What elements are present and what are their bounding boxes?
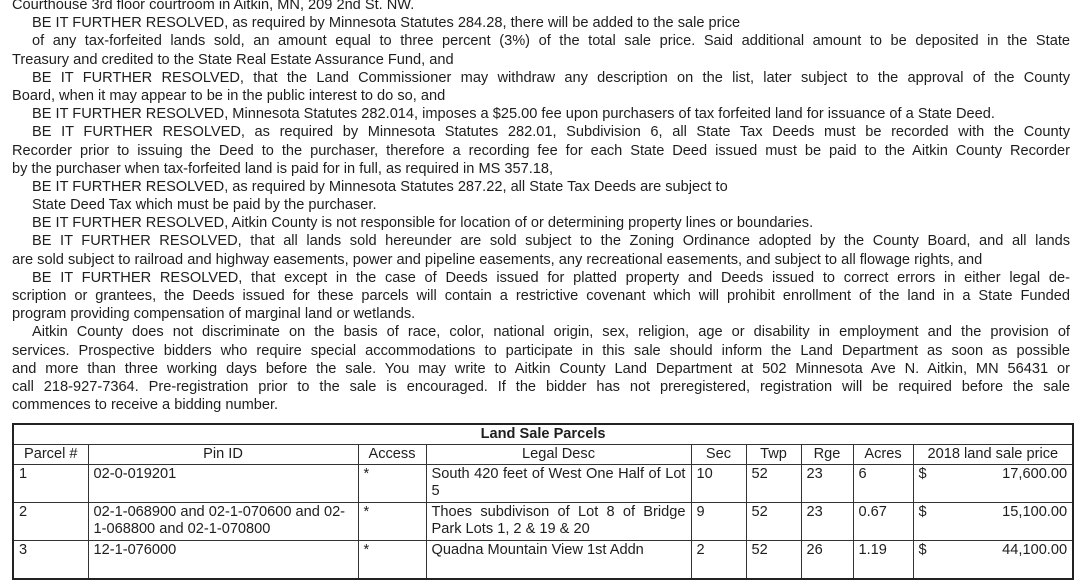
table-row: 3 12-1-076000 * Quadna Mountain View 1st Ad… xyxy=(12,540,1074,579)
table-cell: 52 xyxy=(745,464,802,503)
table-cell: 1 xyxy=(12,464,89,503)
text-line: BE IT FURTHER RESOLVED, that except in t… xyxy=(32,269,1070,286)
table-cell: 02-0-019201 xyxy=(87,464,359,503)
table-cell: * xyxy=(357,502,427,541)
text-line: BE IT FURTHER RESOLVED, as required by M… xyxy=(32,178,728,195)
column-header: 2018 land sale price xyxy=(912,444,1074,465)
paragraph: Courthouse 3rd floor courtroom in Aitkin… xyxy=(12,0,1070,14)
paragraph: BE IT FURTHER RESOLVED, Minnesota Statut… xyxy=(12,105,1070,123)
table-cell: Quadna Mountain View 1st Addn xyxy=(425,540,692,579)
table-cell: * xyxy=(357,464,427,503)
table-row: 2 02-1-068900 and 02-1-070600 and 02-1-06… xyxy=(12,502,1074,541)
table-cell: 0.67 xyxy=(852,502,914,541)
table-cell: 2 xyxy=(12,502,89,541)
text-line: scription or grantees, the Deeds issued … xyxy=(12,288,1070,304)
table-cell: 52 xyxy=(745,540,802,579)
text-line: Aitkin County does not discriminate on t… xyxy=(32,324,1070,341)
text-line: of any tax-forfeited lands sold, an amou… xyxy=(32,33,1070,50)
text-line: are sold subject to railroad and highway… xyxy=(12,251,983,268)
currency: $ xyxy=(918,542,927,558)
paragraph: BE IT FURTHER RESOLVED, as required by M… xyxy=(12,123,1070,178)
price-cell: $44,100.00 xyxy=(912,540,1074,579)
currency: $ xyxy=(918,466,927,482)
price-cell: $15,100.00 xyxy=(912,502,1074,541)
text-line: and more than three working days before … xyxy=(12,360,1070,377)
text-line: Recorder prior to issuing the Deed to th… xyxy=(12,142,1070,159)
text-line: State Deed Tax which must be paid by the… xyxy=(32,197,377,214)
column-header: Access xyxy=(357,444,427,465)
column-header: Twp xyxy=(745,444,802,465)
table-cell: * xyxy=(357,540,427,579)
text-line: BE IT FURTHER RESOLVED, Minnesota Statut… xyxy=(32,106,995,123)
table-cell: 10 xyxy=(690,464,747,503)
paragraph: BE IT FURTHER RESOLVED, that the Land Co… xyxy=(12,69,1070,105)
amount: 15,100.00 xyxy=(1002,504,1068,520)
paragraph: BE IT FURTHER RESOLVED, that all lands s… xyxy=(12,232,1070,268)
table-body: 1 02-0-019201 * South 420 feet of West One … xyxy=(12,464,1074,579)
table-title: Land Sale Parcels xyxy=(12,423,1074,445)
text-line: call 218-927-7364. Pre-registration prio… xyxy=(12,378,1070,395)
table-cell: 6 xyxy=(852,464,914,503)
page: Courthouse 3rd floor courtroom in Aitkin… xyxy=(12,0,1075,580)
table-cell: 12-1-076000 xyxy=(87,540,359,579)
table-cell: 23 xyxy=(800,464,854,503)
column-header: Parcel # xyxy=(12,444,89,465)
table-cell: 9 xyxy=(690,502,747,541)
paragraph: State Deed Tax which must be paid by the… xyxy=(12,196,1070,214)
paragraph: BE IT FURTHER RESOLVED, as required by M… xyxy=(12,14,1070,32)
text-line: BE IT FURTHER RESOLVED, that all lands s… xyxy=(32,233,1070,250)
table-cell: 23 xyxy=(800,502,854,541)
column-header: Pin ID xyxy=(87,444,359,465)
table-cell: 52 xyxy=(745,502,802,541)
text-line: by the purchaser when tax-forfeited land… xyxy=(12,160,554,177)
text-line: program providing compensation of margin… xyxy=(12,306,416,323)
paragraph: Aitkin County does not discriminate on t… xyxy=(12,323,1070,414)
text-line: services. Prospective bidders who requir… xyxy=(12,342,1070,359)
parcel-table: Land Sale Parcels Parcel # Pin ID Access Le… xyxy=(12,423,1075,580)
table-cell: 2 xyxy=(690,540,747,579)
text-line: commences to receive a bidding number. xyxy=(12,397,279,414)
text-line: BE IT FURTHER RESOLVED, that the Land Co… xyxy=(32,69,1070,86)
text-line: Treasury and credited to the State Real … xyxy=(12,51,454,68)
paragraph: BE IT FURTHER RESOLVED, as required by M… xyxy=(12,178,1070,196)
table-row: 1 02-0-019201 * South 420 feet of West One … xyxy=(12,464,1074,503)
currency: $ xyxy=(918,504,927,520)
notice-text: Courthouse 3rd floor courtroom in Aitkin… xyxy=(12,0,1070,414)
price-cell: $17,600.00 xyxy=(912,464,1074,503)
column-header: Rge xyxy=(800,444,854,465)
table-cell: South 420 feet of West One Half of Lot 5 xyxy=(425,464,692,503)
paragraph: of any tax-forfeited lands sold, an amou… xyxy=(12,32,1070,68)
paragraph: BE IT FURTHER RESOLVED, that except in t… xyxy=(12,269,1070,324)
column-header: Legal Desc xyxy=(425,444,692,465)
table-cell: 02-1-068900 and 02-1-070600 and 02-1-068… xyxy=(87,502,359,541)
text-line: BE IT FURTHER RESOLVED, as required by M… xyxy=(32,124,1070,141)
table-cell: 26 xyxy=(800,540,854,579)
text-line: BE IT FURTHER RESOLVED, Aitkin County is… xyxy=(32,215,814,232)
column-header: Acres xyxy=(852,444,914,465)
table-cell: Thoes subdivison of Lot 8 of Bridge Park… xyxy=(425,502,692,541)
paragraph: BE IT FURTHER RESOLVED, Aitkin County is… xyxy=(12,214,1070,232)
text-line: Board, when it may appear to be in the p… xyxy=(12,87,446,104)
amount: 17,600.00 xyxy=(1002,466,1068,482)
table-cell: 3 xyxy=(12,540,89,579)
amount: 44,100.00 xyxy=(1002,542,1068,558)
table-cell: 1.19 xyxy=(852,540,914,579)
column-header: Sec xyxy=(690,444,747,465)
text-line: Courthouse 3rd floor courtroom in Aitkin… xyxy=(12,0,415,13)
header-row: Parcel # Pin ID Access Legal Desc Sec Twp Rge A… xyxy=(12,444,1074,465)
text-line: BE IT FURTHER RESOLVED, as required by M… xyxy=(32,15,741,32)
